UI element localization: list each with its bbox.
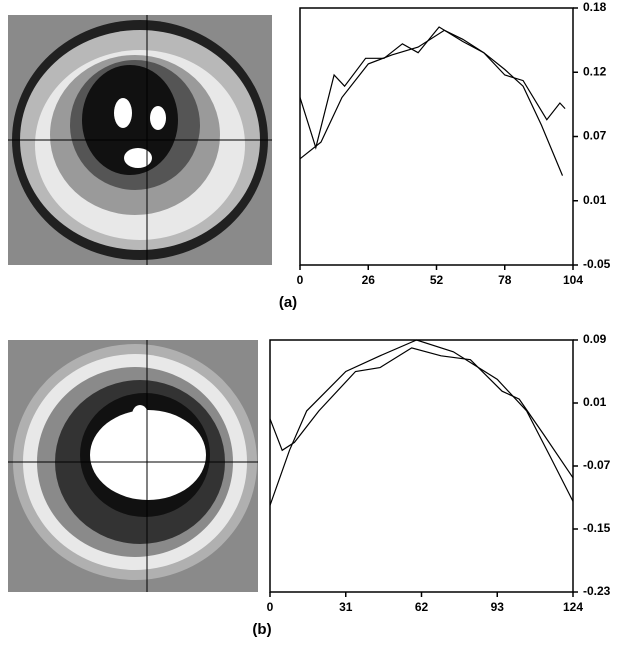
y-tick-label: 0.18 (583, 0, 607, 14)
y-tick-label: 0.09 (583, 332, 607, 346)
x-tick-label: 78 (498, 273, 512, 287)
y-tick-label: 0.01 (583, 395, 607, 409)
x-tick-label: 52 (430, 273, 444, 287)
profile-line (299, 26, 566, 150)
y-tick-label: 0.07 (583, 129, 607, 143)
plot-frame (299, 7, 574, 266)
panel-caption: (a) (279, 294, 297, 311)
y-tick-label: -0.05 (583, 257, 611, 271)
x-tick-label: 0 (297, 273, 304, 287)
y-tick-label: -0.07 (583, 458, 611, 472)
x-tick-label: 93 (491, 600, 505, 614)
y-tick-label: -0.23 (583, 584, 611, 598)
x-tick-label: 124 (563, 600, 583, 614)
y-tick-label: 0.01 (583, 193, 607, 207)
x-tick-label: 26 (362, 273, 376, 287)
profile-line (269, 347, 574, 479)
x-tick-label: 0 (267, 600, 274, 614)
profile-line (299, 29, 564, 176)
profile-line (269, 339, 574, 506)
map-image-b (8, 340, 258, 592)
x-tick-label: 104 (563, 273, 583, 287)
y-tick-label: 0.12 (583, 64, 607, 78)
y-tick-label: -0.15 (583, 521, 611, 535)
map-image-a (8, 15, 272, 265)
panel-caption: (b) (252, 621, 271, 638)
x-tick-label: 62 (415, 600, 429, 614)
plot-frame (269, 339, 574, 593)
x-tick-label: 31 (339, 600, 353, 614)
